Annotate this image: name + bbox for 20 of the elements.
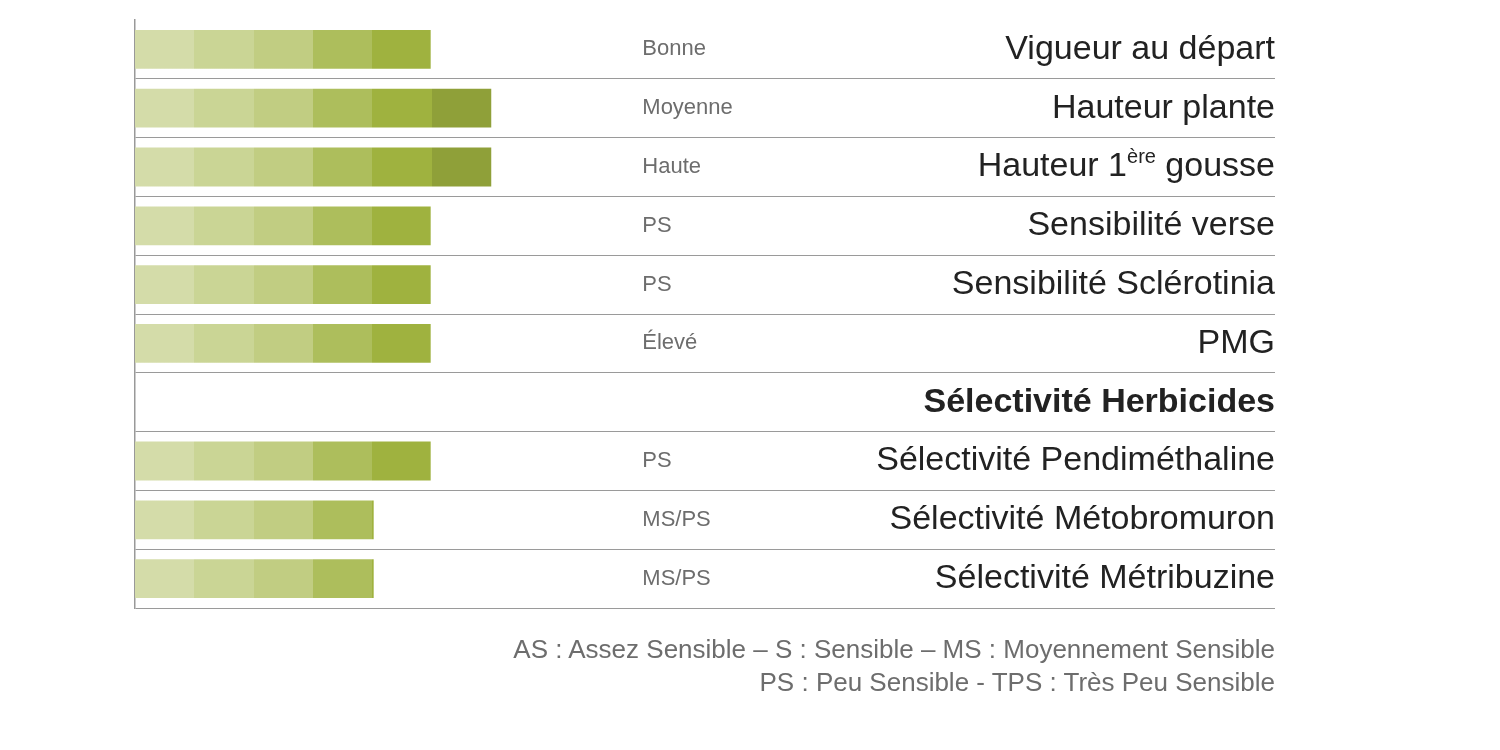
text: Haute xyxy=(642,153,702,179)
text: Élevé xyxy=(642,329,698,355)
y-tick-label: Sélectivité Métribuzine xyxy=(934,556,1276,595)
y-tick-label: Sensibilité Sclérotinia xyxy=(951,262,1276,301)
text: Moyenne xyxy=(642,94,733,120)
y-tick-label: Sélectivité Métobromuron xyxy=(889,498,1276,537)
y-tick-label: Sensibilité verse xyxy=(1027,204,1275,243)
y-tick-label: Hauteur plante xyxy=(1051,86,1275,125)
y-tick-label: PMG xyxy=(1197,321,1276,360)
text: PS : Peu Sensible - TPS : Très Peu Sensible xyxy=(758,666,1275,699)
y-tick-label: Vigueur au départ xyxy=(1005,27,1276,66)
text: AS : Assez Sensible – S : Sensible – MS : Moyennement Sensible xyxy=(512,633,1275,666)
y-tick-label: Sélectivité Pendiméthaline xyxy=(876,439,1276,478)
text: MS/PS xyxy=(642,564,711,590)
text: PS xyxy=(642,211,672,237)
y-tick-label: Sélectivité Herbicides xyxy=(923,380,1276,419)
text: PS xyxy=(642,447,672,473)
text: Bonne xyxy=(642,35,706,61)
text: MS/PS xyxy=(642,505,711,531)
text: PS xyxy=(642,270,672,296)
